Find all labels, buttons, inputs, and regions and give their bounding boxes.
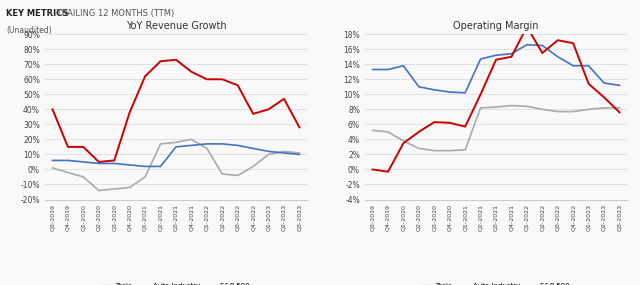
Legend: Tesla, Auto Industry, S&P 500: Tesla, Auto Industry, S&P 500 bbox=[99, 280, 253, 285]
Text: KEY METRICS: KEY METRICS bbox=[6, 9, 68, 18]
Text: TRAILING 12 MONTHS (TTM): TRAILING 12 MONTHS (TTM) bbox=[54, 9, 175, 18]
Text: (Unaudited): (Unaudited) bbox=[6, 26, 52, 35]
Legend: Tesla, Auto Industry, S&P 500: Tesla, Auto Industry, S&P 500 bbox=[419, 280, 573, 285]
Title: YoY Revenue Growth: YoY Revenue Growth bbox=[125, 21, 227, 31]
Title: Operating Margin: Operating Margin bbox=[453, 21, 539, 31]
